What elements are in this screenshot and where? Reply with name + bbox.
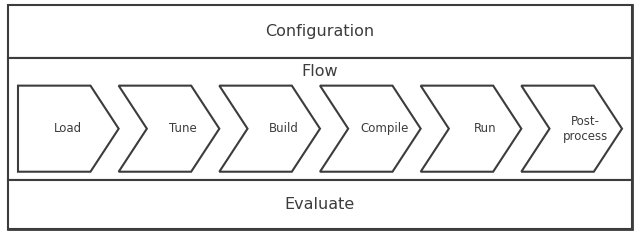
Polygon shape xyxy=(522,86,622,172)
Bar xyxy=(8,180,632,229)
Polygon shape xyxy=(118,86,220,172)
Text: Configuration: Configuration xyxy=(266,24,374,39)
Text: Flow: Flow xyxy=(301,64,339,79)
Text: Run: Run xyxy=(474,122,497,135)
Text: Compile: Compile xyxy=(360,122,408,135)
Text: Tune: Tune xyxy=(169,122,197,135)
Text: Evaluate: Evaluate xyxy=(285,197,355,212)
Polygon shape xyxy=(18,86,118,172)
Bar xyxy=(8,58,632,180)
Bar xyxy=(8,5,632,58)
Text: Post-
process: Post- process xyxy=(563,115,609,143)
Polygon shape xyxy=(420,86,522,172)
Text: Load: Load xyxy=(54,122,83,135)
Polygon shape xyxy=(220,86,320,172)
Polygon shape xyxy=(320,86,420,172)
Text: Build: Build xyxy=(269,122,299,135)
